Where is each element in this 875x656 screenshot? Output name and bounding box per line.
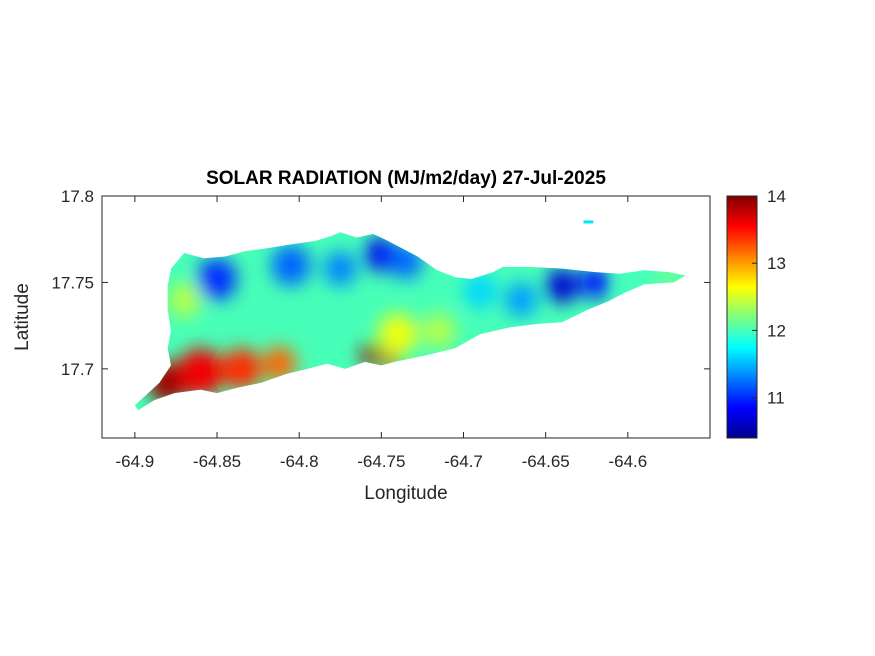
colorbar-ticks: 11 12 13 14 xyxy=(752,187,786,408)
x-tick-label: -64.8 xyxy=(280,452,319,471)
y-tick-label: 17.75 xyxy=(51,273,94,292)
value-region xyxy=(580,266,610,299)
value-region xyxy=(177,348,224,397)
value-region xyxy=(378,313,418,355)
colorbar xyxy=(726,195,758,439)
colorbar-tick-label: 14 xyxy=(767,187,786,206)
x-axis-label: Longitude xyxy=(364,483,447,504)
value-region xyxy=(263,346,296,381)
value-region xyxy=(504,282,538,318)
plot-title: SOLAR RADIATION (MJ/m2/day) 27-Jul-2025 xyxy=(206,168,606,189)
x-tick-label: -64.75 xyxy=(357,452,405,471)
x-tick-label: -64.85 xyxy=(193,452,241,471)
value-region xyxy=(364,237,398,273)
x-axis: -64.9 -64.85 -64.8 -64.75 -64.7 -64.65 -64.6 xyxy=(115,196,647,471)
y-tick-label: 17.7 xyxy=(61,360,94,379)
colorbar-tick-label: 12 xyxy=(767,321,786,340)
value-region xyxy=(359,344,380,366)
value-region xyxy=(167,282,201,318)
y-axis: 17.7 17.75 17.8 xyxy=(51,187,710,379)
value-region xyxy=(271,244,311,286)
colorbar-tick-label: 11 xyxy=(767,389,785,408)
x-tick-label: -64.65 xyxy=(522,452,570,471)
x-tick-label: -64.6 xyxy=(608,452,647,471)
value-region xyxy=(545,268,579,304)
value-region xyxy=(221,348,262,390)
value-region xyxy=(463,273,497,309)
x-tick-label: -64.7 xyxy=(444,452,483,471)
y-axis-label: Latitude xyxy=(12,283,33,351)
colorbar-tick-label: 13 xyxy=(767,254,786,273)
value-region xyxy=(422,313,456,349)
x-tick-label: -64.9 xyxy=(115,452,154,471)
y-tick-label: 17.8 xyxy=(61,187,94,206)
value-region xyxy=(323,251,357,286)
value-region xyxy=(197,258,237,300)
